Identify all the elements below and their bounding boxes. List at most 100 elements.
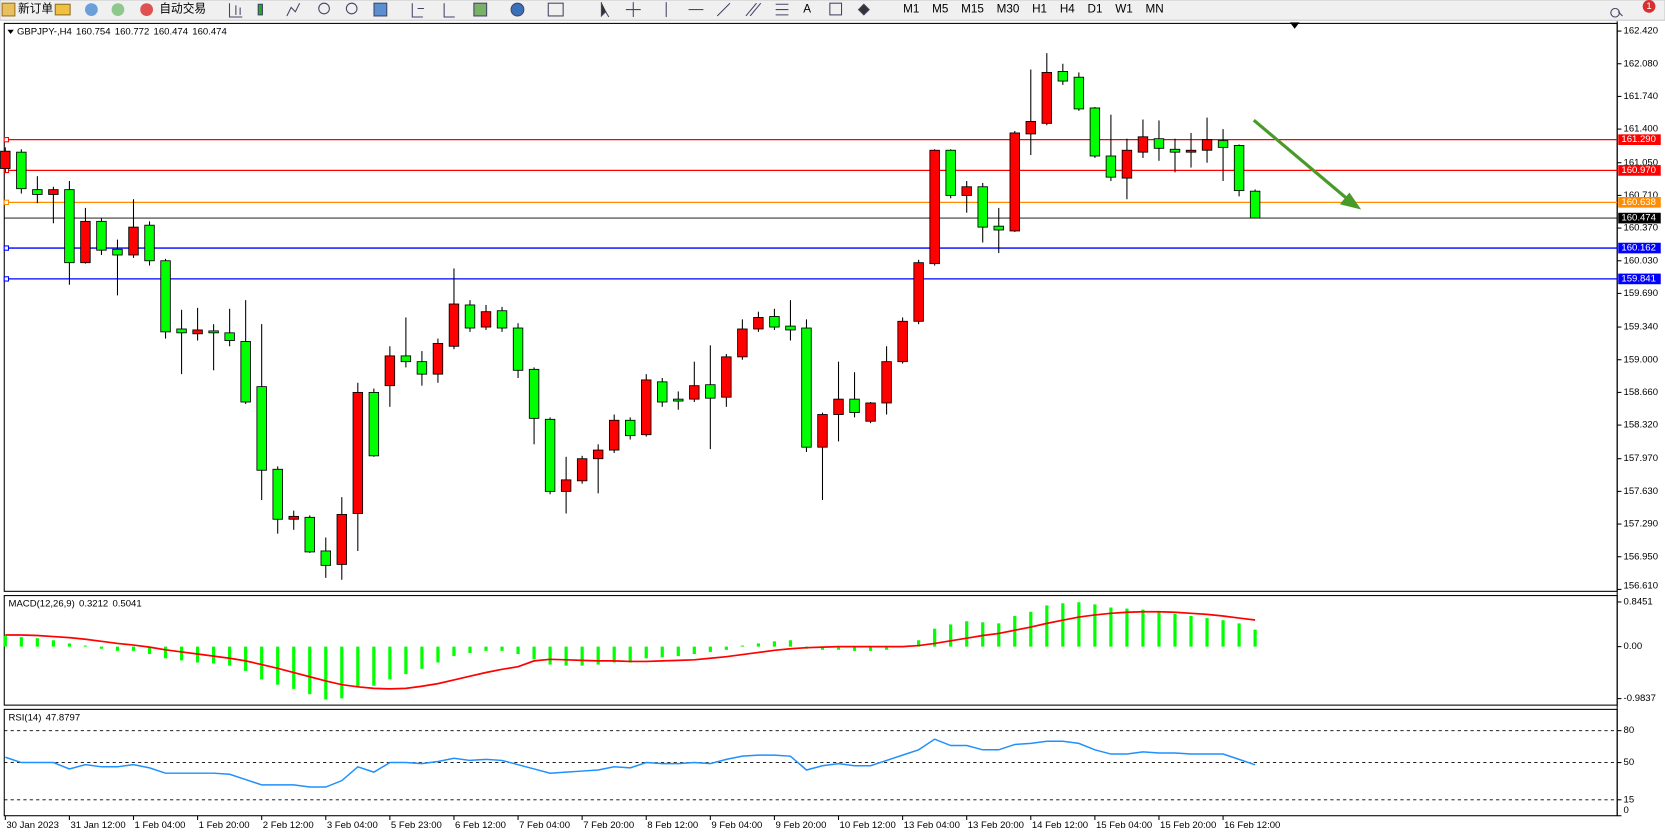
toolbar-icon[interactable]	[111, 3, 125, 16]
candle-body	[1009, 132, 1020, 232]
tool-bars[interactable]	[228, 3, 243, 18]
macd-bar	[83, 645, 88, 647]
candle-body	[384, 355, 396, 387]
macd-bar	[884, 646, 889, 650]
candle-body	[576, 458, 588, 482]
macd-bar	[388, 646, 392, 680]
candle-body	[528, 368, 540, 419]
x-tick-label: 15 Feb 20:00	[1160, 820, 1216, 831]
y-tick-label: 157.290	[1624, 519, 1658, 530]
x-tick-label: 15 Feb 04:00	[1096, 820, 1152, 831]
candle-body	[673, 398, 684, 402]
tool-candles[interactable]	[257, 3, 263, 16]
new-order-icon[interactable]	[1, 2, 16, 17]
indicator-header: 0.5041	[112, 599, 141, 610]
candle-body	[16, 151, 27, 190]
macd-bar	[1109, 607, 1113, 647]
timeframe-button[interactable]: W1	[1115, 3, 1133, 16]
auto-trading[interactable]: 自动交易	[159, 2, 206, 16]
autoscroll[interactable]	[411, 3, 424, 18]
timeframe-button[interactable]: MN	[1145, 3, 1163, 16]
candle-body	[625, 419, 636, 437]
level-label: 159.841	[1621, 273, 1655, 284]
toolbar-icon[interactable]	[85, 3, 98, 16]
y-tick-label: 157.970	[1624, 453, 1658, 464]
macd-bar	[1061, 603, 1065, 647]
level-label-bg	[1618, 134, 1661, 145]
level-label-bg	[1618, 273, 1661, 285]
candle-body	[496, 310, 508, 329]
timeframe-button[interactable]: M30	[997, 3, 1020, 16]
macd-bar	[628, 646, 632, 663]
level-label: 160.970	[1621, 165, 1655, 176]
macd-bar	[1253, 629, 1257, 647]
zoom-in[interactable]	[318, 2, 330, 15]
x-tick-label: 16 Feb 12:00	[1224, 820, 1280, 831]
macd-bar	[1141, 609, 1145, 647]
notification-count[interactable]: 1	[1646, 1, 1651, 12]
cursor[interactable]	[600, 2, 610, 18]
indicator-header: 0.3212	[79, 599, 108, 610]
macd-bar	[708, 646, 712, 652]
tool-line[interactable]	[286, 2, 301, 17]
notification-badge[interactable]	[1642, 0, 1656, 13]
indicators[interactable]	[473, 2, 488, 17]
x-tick-label: 2 Feb 12:00	[263, 820, 314, 831]
x-tick-label: 30 Jan 2023	[6, 820, 59, 831]
macd-bar	[292, 646, 296, 689]
timeframe-button[interactable]: D1	[1088, 3, 1103, 16]
macd-bar	[1077, 602, 1081, 647]
x-tick-label: 9 Feb 20:00	[775, 820, 826, 831]
timeframe-button[interactable]: M5	[932, 3, 949, 16]
new-order[interactable]: 新订单	[18, 2, 53, 16]
indicator-header: 160.772	[115, 26, 149, 37]
toolbar-icon[interactable]	[54, 3, 71, 16]
macd-bar	[965, 621, 969, 647]
macd-bar	[436, 646, 440, 663]
candle-body	[464, 304, 476, 329]
candle-body	[785, 325, 796, 331]
crosshair[interactable]	[625, 2, 641, 18]
macd-bar	[147, 646, 152, 655]
arrows[interactable]	[857, 3, 870, 16]
periods[interactable]	[510, 2, 525, 17]
macd-bar	[1125, 608, 1129, 647]
candle-body	[304, 516, 315, 553]
label-tool[interactable]	[829, 2, 843, 16]
y-tick-label: 161.740	[1624, 91, 1658, 102]
candle-body	[336, 514, 348, 565]
macd-bar	[756, 643, 760, 647]
channel[interactable]	[745, 2, 762, 17]
macd-bar	[1205, 618, 1209, 647]
tile[interactable]	[373, 2, 388, 17]
text-tool[interactable]: A	[803, 3, 811, 16]
macd-bar	[115, 646, 120, 651]
macd-bar	[644, 646, 648, 659]
y-tick-label: 156.950	[1624, 551, 1658, 562]
annotation-arrow	[1252, 118, 1362, 210]
candle-body	[256, 386, 267, 471]
macd-bar	[19, 637, 23, 647]
candle-body	[817, 414, 828, 448]
timeframe-button[interactable]: H1	[1032, 3, 1047, 16]
macd-bar	[468, 646, 472, 653]
toolbar: 新订单 自动交易 A	[0, 0, 1665, 21]
level-label: 160.638	[1621, 197, 1655, 208]
auto-trading-icon[interactable]	[140, 3, 154, 16]
macd-bar	[484, 646, 488, 651]
zoom-out[interactable]	[345, 2, 358, 15]
templates[interactable]	[547, 2, 564, 17]
timeframe-button[interactable]: M1	[903, 3, 919, 16]
candle-body	[144, 224, 155, 262]
y-tick-label: 156.610	[1624, 581, 1658, 592]
search[interactable]	[1610, 7, 1623, 18]
trendline[interactable]	[716, 2, 731, 17]
timeframe-button[interactable]: H4	[1060, 3, 1075, 16]
fibo[interactable]	[775, 3, 789, 16]
timeframe-button[interactable]: M15	[961, 3, 984, 16]
macd-bar	[596, 646, 600, 665]
level-handle	[3, 276, 10, 282]
shift[interactable]	[443, 3, 455, 18]
candle-body	[160, 260, 171, 333]
